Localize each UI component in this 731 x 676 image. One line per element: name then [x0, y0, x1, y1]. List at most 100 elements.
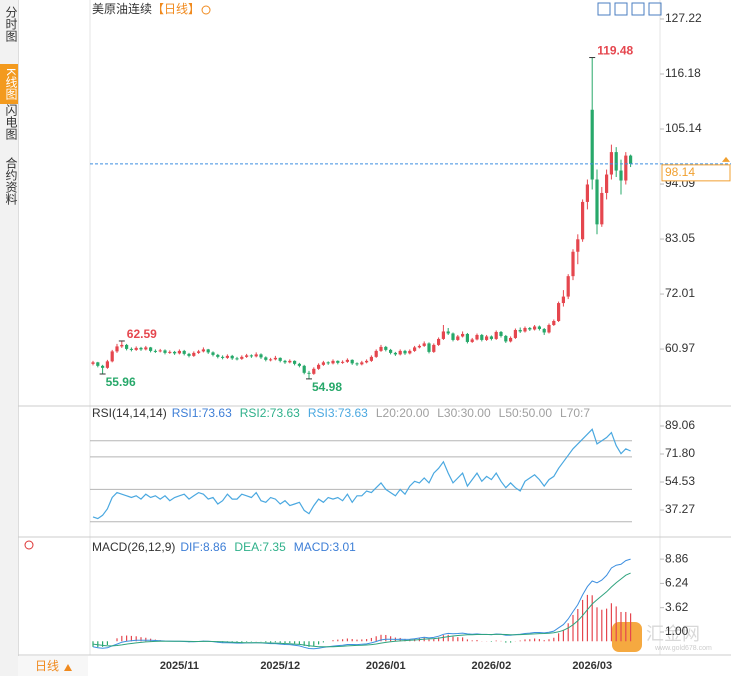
- period-tab-label[interactable]: 日线: [35, 659, 59, 673]
- candle-body: [360, 362, 364, 365]
- candle-body: [240, 356, 244, 359]
- candle-body: [629, 155, 633, 164]
- legend-title: MACD(26,12,9): [92, 540, 175, 554]
- candle-body: [451, 333, 455, 340]
- candle-body: [153, 350, 157, 352]
- candle-body: [105, 361, 109, 368]
- y-tick-label: 72.01: [665, 286, 695, 300]
- candle-body: [585, 184, 589, 202]
- x-tick-label: 2026/02: [472, 660, 512, 672]
- icon-shrink[interactable]: [614, 2, 628, 16]
- candle-body: [341, 361, 345, 363]
- candle-body: [307, 372, 311, 374]
- side-tab[interactable]: 分时图: [4, 6, 18, 42]
- candle-body: [509, 337, 513, 342]
- x-tick-label: 2025/12: [260, 660, 300, 672]
- legend-item: L50:50.00: [499, 406, 553, 420]
- candle-body: [552, 321, 556, 325]
- candle-body: [144, 347, 148, 350]
- dif-line: [92, 558, 631, 650]
- candle-body: [537, 326, 541, 329]
- candle-body: [312, 368, 316, 374]
- candle-body: [302, 365, 306, 373]
- candle-body: [168, 351, 172, 353]
- candle-body: [221, 356, 225, 358]
- candle-body: [163, 350, 167, 353]
- last-price-arrow: [722, 156, 730, 162]
- dea-line: [92, 572, 631, 648]
- candle-body: [619, 170, 623, 181]
- candle-body: [475, 334, 479, 340]
- chart-title: 美原油连续: [92, 1, 152, 16]
- candle-body: [173, 351, 177, 354]
- candle-body: [115, 346, 119, 352]
- toolbar-icons[interactable]: [597, 2, 662, 16]
- candle-body: [389, 349, 393, 353]
- period-tab-arrow[interactable]: [64, 664, 72, 671]
- candle-body: [417, 345, 421, 348]
- icon-last[interactable]: [648, 2, 662, 16]
- candle-body: [513, 329, 517, 338]
- zoom-icon: [201, 5, 211, 15]
- side-tab[interactable]: 合约资料: [4, 157, 18, 205]
- candle-body: [557, 303, 561, 322]
- candle-body: [413, 347, 417, 351]
- candle-body: [379, 346, 383, 351]
- candle-body: [129, 348, 133, 350]
- legend-item: L20:20.00: [376, 406, 430, 420]
- candle-body: [561, 296, 565, 304]
- candle-body: [465, 333, 469, 342]
- candle-body: [365, 360, 369, 363]
- y-tick-label: 116.18: [665, 66, 701, 80]
- candle-body: [326, 362, 330, 364]
- icon-expand[interactable]: [597, 2, 611, 16]
- candle-body: [437, 338, 441, 345]
- candle-body: [614, 152, 618, 171]
- y-tick-label: 89.06: [665, 418, 695, 432]
- candle-body: [542, 328, 546, 333]
- candle-body: [345, 359, 349, 362]
- candle-body: [600, 192, 604, 225]
- candle-body: [590, 109, 594, 180]
- candle-body: [259, 354, 263, 358]
- y-tick-label: 3.62: [665, 600, 689, 614]
- candle-body: [120, 344, 124, 347]
- candle-body: [269, 359, 273, 361]
- candle-body: [432, 344, 436, 352]
- icon-move[interactable]: [631, 2, 645, 16]
- y-tick-label: 54.53: [665, 474, 695, 488]
- candle-body: [206, 349, 210, 353]
- candle-body: [134, 347, 138, 350]
- candle-body: [249, 355, 253, 357]
- side-tabs: 分时图 K线图 闪电图合约资料: [0, 0, 19, 676]
- x-tick-label: 2025/11: [160, 660, 199, 672]
- side-tab[interactable]: 闪电图: [4, 104, 18, 140]
- candle-body: [581, 201, 585, 240]
- candle-body: [245, 355, 249, 357]
- watermark-url: www.gold678.com: [654, 645, 712, 652]
- candle-body: [125, 344, 129, 349]
- candle-body: [187, 353, 191, 356]
- candle-body: [393, 352, 397, 355]
- candle-body: [576, 239, 580, 252]
- low-label: 54.98: [312, 380, 342, 394]
- candle-body: [197, 351, 201, 353]
- candle-body: [595, 179, 599, 225]
- candle-body: [369, 356, 373, 361]
- candle-body: [139, 347, 143, 350]
- candle-body: [235, 358, 239, 360]
- candle-body: [297, 363, 301, 366]
- candle-body: [317, 364, 321, 369]
- candle-body: [254, 354, 258, 357]
- candle-body: [441, 331, 445, 339]
- candle-body: [278, 357, 282, 361]
- side-tab[interactable]: K线图: [0, 64, 18, 105]
- candle-body: [321, 362, 325, 365]
- settings-icon[interactable]: [24, 540, 34, 550]
- candle-body: [605, 174, 609, 193]
- high-label: 62.59: [127, 327, 157, 341]
- legend-item: DIF:8.86: [180, 540, 226, 554]
- candle-body: [177, 350, 181, 354]
